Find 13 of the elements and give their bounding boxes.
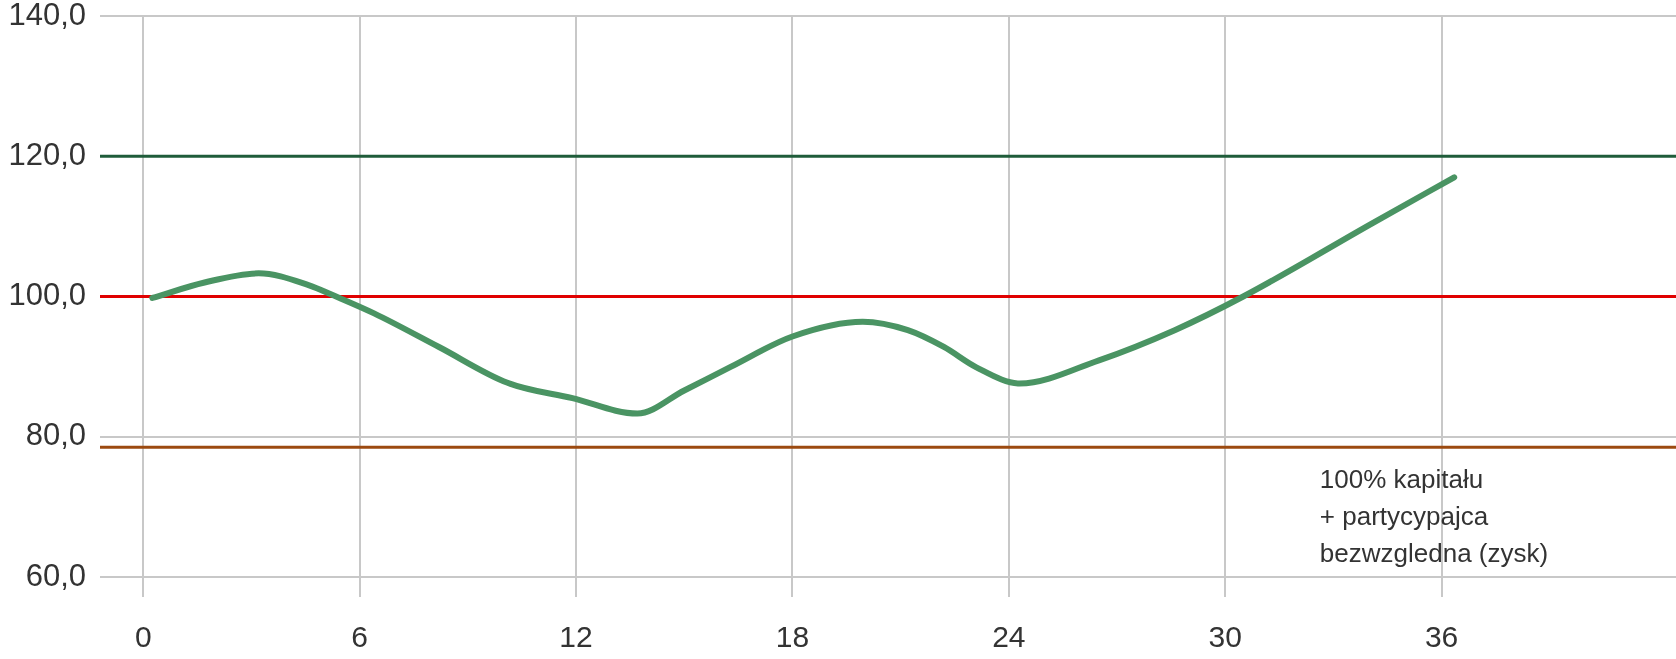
y-tick-label: 140,0 xyxy=(8,0,86,32)
x-tick-label: 24 xyxy=(992,620,1026,654)
x-tick-label: 0 xyxy=(134,620,152,654)
x-tick-label: 12 xyxy=(559,620,593,654)
y-tick-label: 80,0 xyxy=(25,417,86,453)
x-tick-label: 18 xyxy=(775,620,810,654)
y-tick-label: 60,0 xyxy=(25,557,86,593)
x-tick-label: 6 xyxy=(351,620,369,654)
y-tick-label: 120,0 xyxy=(8,136,86,172)
x-tick-label: 36 xyxy=(1424,620,1459,654)
ref-line-label: 100% kapitału + partycypajca bezwzgledna (zysk) xyxy=(1319,464,1549,569)
y-tick-label: 100,0 xyxy=(8,277,86,313)
x-tick-label: 30 xyxy=(1208,620,1242,654)
